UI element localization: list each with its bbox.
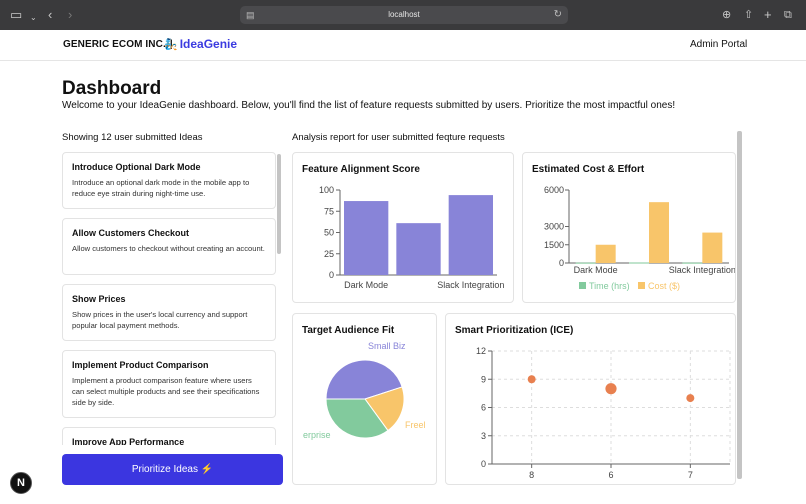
url-text: localhost <box>388 10 420 19</box>
legend-label: Cost ($) <box>648 281 680 291</box>
bar-cost <box>702 232 723 263</box>
x-tick-label: Slack Integration <box>437 280 504 290</box>
legend-swatch <box>638 282 645 289</box>
new-tab-icon[interactable]: + <box>764 7 772 22</box>
legend-label: Time (hrs) <box>589 281 630 291</box>
tabs-icon[interactable]: ⧉ <box>784 9 792 21</box>
idea-title: Implement Product Comparison <box>72 360 209 370</box>
bar <box>344 201 389 275</box>
bar-time <box>575 262 596 264</box>
bar-time <box>629 262 649 264</box>
bar-time <box>682 262 703 264</box>
chart-title: Smart Prioritization (ICE) <box>455 325 574 336</box>
x-tick-label: Slack Integration <box>669 265 736 275</box>
framework-badge[interactable]: N <box>10 472 32 494</box>
app-header: GENERIC ECOM INC. | 🧞 IdeaGenie Admin Port… <box>0 30 806 61</box>
ice-card: Smart Prioritization (ICE) 0 3 6 9 12 8 6 7 <box>445 313 736 485</box>
idea-card[interactable]: Allow Customers Checkout Allow customers… <box>62 218 276 275</box>
page-subtitle: Welcome to your IdeaGenie dashboard. Bel… <box>62 100 676 111</box>
ideas-count-heading: Showing 12 user submitted Ideas <box>62 132 203 143</box>
genie-lamp-icon: 🧞 <box>164 39 178 51</box>
y-tick-label: 1500 <box>544 240 564 250</box>
y-tick-label: 12 <box>476 346 486 356</box>
back-icon[interactable]: ‹ <box>48 7 53 22</box>
pie-label: erprise <box>303 430 331 440</box>
x-tick-label: 7 <box>688 470 693 480</box>
share-icon[interactable]: ⇧ <box>744 9 754 21</box>
y-tick-label: 3 <box>481 431 486 441</box>
idea-card[interactable]: Improve App Performance <box>62 427 276 445</box>
admin-portal-link[interactable]: Admin Portal <box>690 39 748 50</box>
idea-title: Allow Customers Checkout <box>72 228 190 238</box>
page-icon: ▤ <box>246 10 255 20</box>
pie-slice <box>325 359 403 400</box>
y-tick-label: 0 <box>559 258 564 268</box>
page-title: Dashboard <box>62 78 162 99</box>
idea-title: Show Prices <box>72 294 126 304</box>
x-tick-label: 8 <box>529 470 534 480</box>
chart-title: Feature Alignment Score <box>302 164 420 175</box>
scatter-point <box>686 394 695 403</box>
chevron-down-icon[interactable]: ⌄ <box>30 13 37 22</box>
y-tick-label: 100 <box>319 185 334 195</box>
browser-toolbar: ▭ ⌄ ‹ › ▤ localhost ↻ ⊕ ⇧ + ⧉ <box>0 0 806 30</box>
bar <box>448 195 493 275</box>
sidebar-icon[interactable]: ▭ <box>10 7 23 22</box>
y-tick-label: 25 <box>324 249 334 259</box>
y-tick-label: 75 <box>324 206 334 216</box>
idea-description: Introduce an optional dark mode in the m… <box>72 178 250 198</box>
bar <box>396 223 441 275</box>
app-name: IdeaGenie <box>179 37 238 51</box>
idea-title: Improve App Performance <box>72 437 185 445</box>
pie-label: Small Biz <box>368 341 406 351</box>
analysis-heading: Analysis report for user submitted feqtu… <box>292 132 505 143</box>
chart-title: Target Audience Fit <box>302 325 395 336</box>
y-tick-label: 0 <box>481 459 486 469</box>
ideas-scrollbar[interactable] <box>277 154 281 254</box>
idea-description: Show prices in the user's local currency… <box>72 310 248 330</box>
audience-fit-chart: Small Biz Freel erprise <box>303 341 426 440</box>
bar-cost <box>649 202 669 263</box>
pie-label: Freel <box>405 420 426 430</box>
y-tick-label: 6000 <box>544 185 564 195</box>
y-tick-label: 3000 <box>544 222 564 232</box>
pie-slice <box>364 386 405 432</box>
ice-chart: 0 3 6 9 12 8 6 7 <box>476 346 731 480</box>
feature-alignment-chart: 0 25 50 75 100 Dark Mode Slack Integration <box>319 185 504 290</box>
audience-fit-card: Target Audience Fit Small Biz Freel erpris… <box>292 313 437 485</box>
ideas-list[interactable]: Introduce Optional Dark Mode Introduce a… <box>62 152 284 445</box>
y-tick-label: 6 <box>481 403 486 413</box>
scatter-point <box>527 375 536 384</box>
legend-swatch <box>579 282 586 289</box>
pie-slice <box>325 398 389 439</box>
header-separator: | <box>169 39 173 50</box>
reload-icon[interactable]: ↻ <box>553 9 562 20</box>
bar-cost <box>595 244 616 263</box>
y-tick-label: 9 <box>481 374 486 384</box>
idea-description: Implement a product comparison feature w… <box>72 376 260 407</box>
y-tick-label: 0 <box>329 270 334 280</box>
scatter-point <box>605 383 617 395</box>
app-logo[interactable]: 🧞 IdeaGenie <box>164 37 237 51</box>
x-tick-label: Dark Mode <box>574 265 618 275</box>
idea-card[interactable]: Implement Product Comparison Implement a… <box>62 350 276 418</box>
idea-title: Introduce Optional Dark Mode <box>72 162 201 172</box>
forward-icon[interactable]: › <box>68 7 73 22</box>
idea-card[interactable]: Show Prices Show prices in the user's lo… <box>62 284 276 341</box>
cost-effort-card: Estimated Cost & Effort 0 1500 3000 6000 Dar… <box>522 152 736 303</box>
chart-title: Estimated Cost & Effort <box>532 164 645 175</box>
idea-card[interactable]: Introduce Optional Dark Mode Introduce a… <box>62 152 276 209</box>
y-tick-label: 50 <box>324 228 334 238</box>
x-tick-label: Dark Mode <box>344 280 388 290</box>
feature-alignment-card: Feature Alignment Score 0 25 50 75 100 Dark M… <box>292 152 514 303</box>
company-name: GENERIC ECOM INC. | <box>63 39 173 50</box>
prioritize-ideas-button[interactable]: Prioritize Ideas ⚡ <box>62 454 283 485</box>
download-icon[interactable]: ⊕ <box>722 9 732 21</box>
x-tick-label: 6 <box>608 470 613 480</box>
analysis-scrollbar[interactable] <box>737 131 742 479</box>
idea-description: Allow customers to checkout without crea… <box>72 244 265 253</box>
address-bar[interactable]: ▤ localhost ↻ <box>240 6 568 24</box>
cost-effort-chart: 0 1500 3000 6000 Dark Mode Slack Integration T… <box>544 185 736 291</box>
